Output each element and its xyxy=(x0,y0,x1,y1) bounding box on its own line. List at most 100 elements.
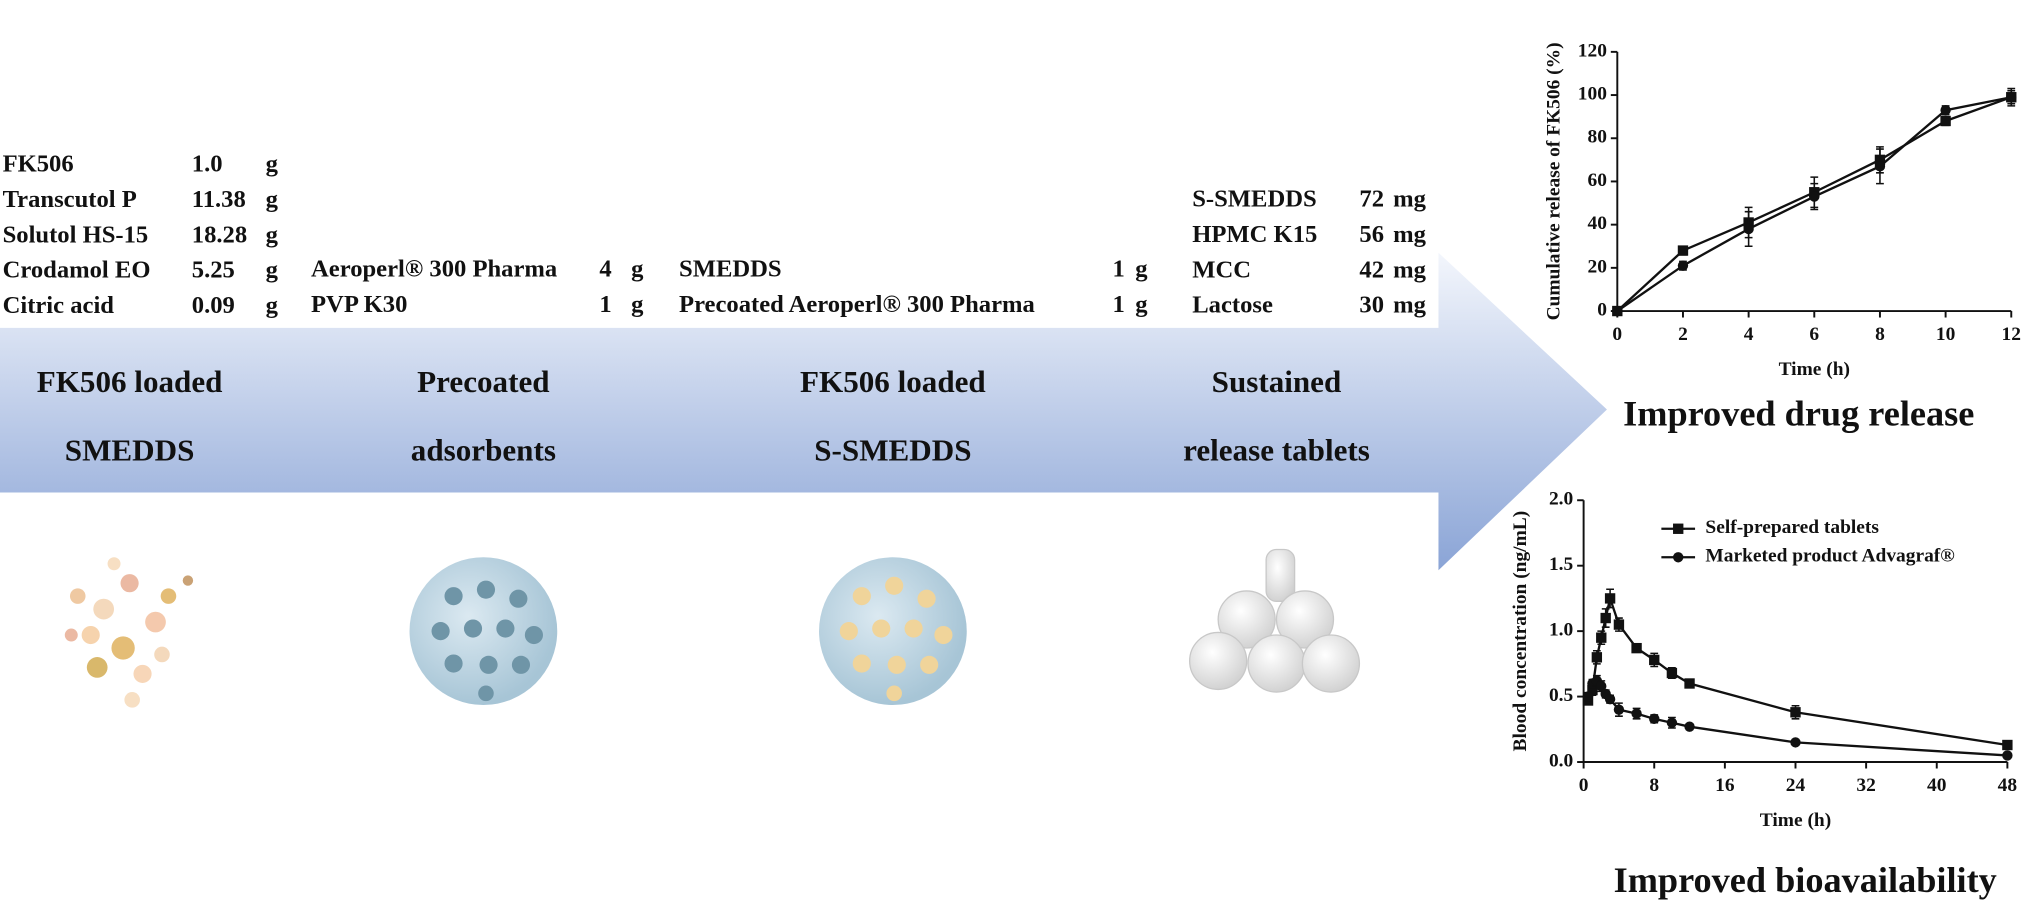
data-point xyxy=(1631,708,1642,719)
x-tick-label: 48 xyxy=(1998,775,2018,796)
ingredient-name: FK506 xyxy=(3,151,74,178)
ingredient-name: Lactose xyxy=(1192,292,1273,319)
x-tick-label: 6 xyxy=(1809,324,1819,345)
ingredient-amount: 5.25 xyxy=(192,257,235,284)
data-point xyxy=(2002,739,2013,751)
x-tick-label: 0 xyxy=(1612,324,1622,345)
ingredient-amount: 72 xyxy=(1359,186,1384,213)
ingredient-name: PVP K30 xyxy=(311,291,407,318)
chart-caption: Improved bioavailability xyxy=(1614,860,1997,900)
data-point xyxy=(1591,652,1603,663)
ingredient-amount: 1 xyxy=(1113,291,1125,318)
ingredient-unit: mg xyxy=(1393,292,1426,319)
legend-label: Marketed product Advagraf® xyxy=(1705,546,1954,567)
ingredient-amount: 0.09 xyxy=(192,292,235,319)
y-tick-label: 100 xyxy=(1578,84,1607,105)
x-axis-label: Time (h) xyxy=(1779,359,1850,380)
ingredient-unit: mg xyxy=(1393,186,1426,213)
data-point xyxy=(2002,750,2013,761)
data-point xyxy=(1582,691,1594,702)
icon-smedds xyxy=(64,557,194,708)
data-point xyxy=(1596,680,1607,692)
ingredient-unit: g xyxy=(266,292,279,319)
x-tick-label: 12 xyxy=(2002,324,2021,345)
data-point xyxy=(1940,104,1951,116)
stage-label: Sustained xyxy=(1212,364,1342,399)
stage-label: release tablets xyxy=(1183,433,1370,468)
ingredient-unit: g xyxy=(631,256,644,283)
ingredient-unit: g xyxy=(266,186,279,213)
ingredient-amount: 1 xyxy=(599,291,611,318)
y-tick-label: 0.5 xyxy=(1549,685,1573,706)
icon-s-smedds xyxy=(819,557,967,705)
x-axis-label: Time (h) xyxy=(1760,810,1831,831)
x-tick-label: 4 xyxy=(1744,324,1754,345)
icon-adsorbent xyxy=(409,557,558,705)
data-point xyxy=(1613,619,1625,630)
ingredient-unit: g xyxy=(631,291,644,318)
ingredient-amount: 11.38 xyxy=(192,186,246,213)
ingredient-name: Precoated Aeroperl® 300 Pharma xyxy=(679,291,1035,318)
ingredient-unit: g xyxy=(1135,256,1148,283)
y-tick-label: 120 xyxy=(1578,40,1607,61)
stage-label: SMEDDS xyxy=(65,433,195,468)
data-point xyxy=(2006,92,2017,103)
x-tick-label: 32 xyxy=(1856,775,1875,796)
y-axis-label: Blood concentration (ng/mL) xyxy=(1510,511,1531,752)
ingredient-amount: 42 xyxy=(1359,256,1384,283)
legend-marker xyxy=(1673,552,1684,563)
data-point xyxy=(1596,632,1607,643)
ingredient-name: Solutol HS-15 xyxy=(3,221,149,248)
data-point xyxy=(1666,717,1678,728)
x-tick-label: 16 xyxy=(1715,775,1735,796)
data-point xyxy=(1790,737,1801,748)
data-point xyxy=(1684,721,1695,732)
legend-marker xyxy=(1673,523,1684,534)
ingredient-name: SMEDDS xyxy=(679,256,782,283)
x-tick-label: 40 xyxy=(1927,775,1946,796)
ingredient-name: Transcutol P xyxy=(3,186,137,213)
x-tick-label: 10 xyxy=(1936,324,1955,345)
ingredient-unit: g xyxy=(266,257,279,284)
y-tick-label: 0 xyxy=(1597,299,1607,320)
ingredient-name: MCC xyxy=(1192,256,1251,283)
process-arrow xyxy=(0,252,1607,571)
y-tick-label: 40 xyxy=(1588,213,1607,234)
x-tick-label: 2 xyxy=(1678,324,1688,345)
ingredient-name: Citric acid xyxy=(3,292,115,319)
y-tick-label: 0.0 xyxy=(1549,750,1573,771)
legend-label: Self-prepared tablets xyxy=(1705,517,1879,538)
data-point xyxy=(1604,593,1616,604)
data-point xyxy=(1809,191,1820,202)
y-tick-label: 20 xyxy=(1588,256,1607,277)
ingredient-name: S-SMEDDS xyxy=(1192,186,1316,213)
data-point xyxy=(1666,667,1678,679)
y-axis-label: Cumulative release of FK506 (%) xyxy=(1544,42,1565,320)
stage-label: Precoated xyxy=(417,364,549,399)
ingredient-amount: 56 xyxy=(1359,221,1384,248)
data-point xyxy=(1677,260,1689,271)
ingredient-unit: g xyxy=(266,151,279,178)
ingredient-name: HPMC K15 xyxy=(1192,221,1317,248)
data-point xyxy=(1587,684,1598,696)
ingredient-amount: 1.0 xyxy=(192,151,223,178)
data-point xyxy=(1684,678,1695,689)
y-tick-label: 1.0 xyxy=(1549,620,1573,641)
stage-label: FK506 loaded xyxy=(37,364,223,399)
ingredient-amount: 30 xyxy=(1359,292,1384,319)
data-point xyxy=(1631,642,1642,654)
data-point xyxy=(1940,115,1951,127)
ingredient-name: Crodamol EO xyxy=(3,257,151,284)
data-point xyxy=(1613,704,1625,715)
data-point xyxy=(1649,654,1660,666)
ingredient-amount: 18.28 xyxy=(192,221,247,248)
ingredient-amount: 4 xyxy=(599,256,611,283)
ingredient-name: Aeroperl® 300 Pharma xyxy=(311,256,557,283)
data-point xyxy=(1649,713,1660,725)
data-point xyxy=(1612,305,1623,317)
y-tick-label: 60 xyxy=(1588,170,1607,191)
x-tick-label: 24 xyxy=(1786,775,1806,796)
data-point xyxy=(1600,612,1611,624)
data-point xyxy=(1790,707,1801,718)
y-tick-label: 1.5 xyxy=(1549,554,1573,575)
